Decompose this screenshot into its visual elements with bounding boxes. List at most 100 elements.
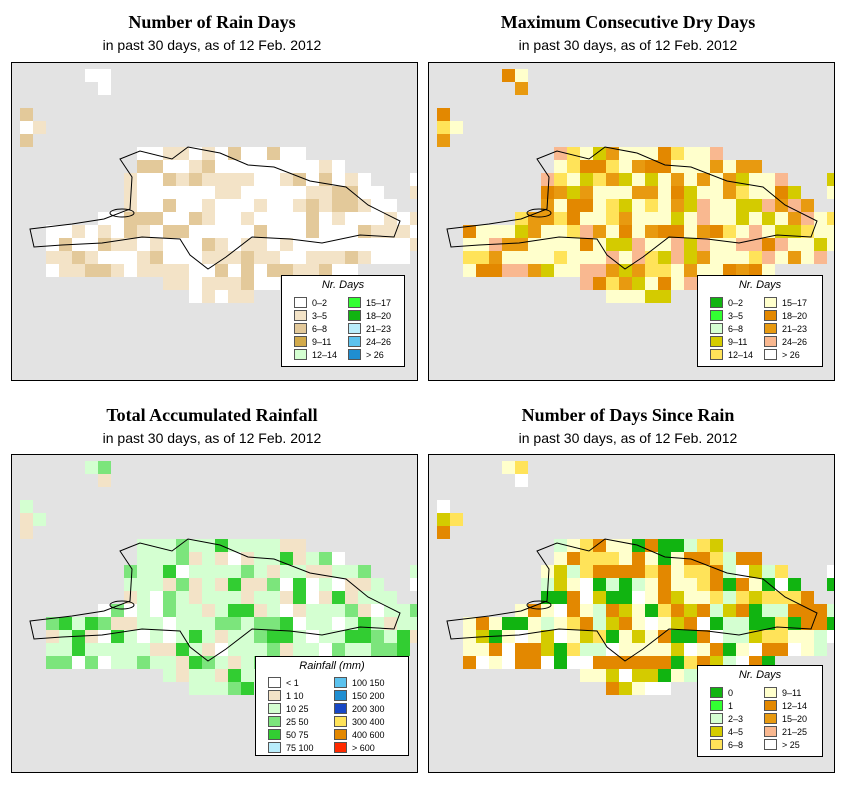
grid-cell (515, 474, 528, 487)
grid-cell (189, 604, 202, 617)
grid-cell (254, 173, 267, 186)
grid-cell (111, 643, 124, 656)
legend-swatch (348, 336, 361, 347)
grid-cell (632, 643, 645, 656)
grid-cell (215, 264, 228, 277)
grid-cell (254, 604, 267, 617)
grid-cell (606, 552, 619, 565)
grid-cell (384, 251, 397, 264)
grid-cell (658, 617, 671, 630)
grid-cell (215, 225, 228, 238)
legend-swatch (294, 310, 307, 321)
grid-cell (593, 591, 606, 604)
grid-cell (606, 539, 619, 552)
grid-cell (358, 591, 371, 604)
grid-cell (215, 160, 228, 173)
grid-cell (645, 552, 658, 565)
grid-cell (567, 617, 580, 630)
panel1-title: Number of Rain Days (128, 12, 296, 32)
grid-cell (332, 251, 345, 264)
grid-cell (658, 160, 671, 173)
grid-cell (814, 617, 827, 630)
legend-label: > 600 (352, 743, 375, 753)
grid-cell (697, 225, 710, 238)
grid-cell (762, 643, 775, 656)
grid-cell (280, 225, 293, 238)
grid-cell (293, 552, 306, 565)
legend-swatch (348, 323, 361, 334)
grid-cell (215, 212, 228, 225)
grid-cell (189, 251, 202, 264)
grid-cell (124, 565, 137, 578)
grid-cell (606, 186, 619, 199)
grid-cell (541, 630, 554, 643)
grid-cell (358, 212, 371, 225)
grid-cell (163, 173, 176, 186)
grid-cell (150, 643, 163, 656)
legend-swatch (710, 310, 723, 321)
grid-cell (241, 212, 254, 225)
grid-cell (749, 238, 762, 251)
grid-cell (515, 617, 528, 630)
grid-cell (345, 604, 358, 617)
grid-cell (20, 108, 33, 121)
grid-cell (137, 199, 150, 212)
grid-cell (306, 552, 319, 565)
grid-cell (632, 186, 645, 199)
grid-cell (606, 199, 619, 212)
grid-cell (280, 565, 293, 578)
grid-cell (98, 474, 111, 487)
grid-cell (671, 251, 684, 264)
legend-label: 100 150 (352, 678, 385, 688)
grid-cell (345, 264, 358, 277)
grid-cell (254, 186, 267, 199)
grid-cell (228, 212, 241, 225)
grid-cell (697, 604, 710, 617)
legend-label: > 25 (782, 740, 800, 750)
legend-label: 1 (728, 701, 734, 711)
grid-cell (189, 277, 202, 290)
grid-cell (827, 617, 834, 630)
grid-cell (267, 617, 280, 630)
grid-cell (72, 264, 85, 277)
grid-cell (541, 238, 554, 251)
panel3-legend: Rainfall (mm) < 1 1 10 10 25 25 50 50 75… (255, 656, 409, 756)
grid-cell (150, 617, 163, 630)
grid-cell (606, 630, 619, 643)
grid-cell (137, 539, 150, 552)
grid-cell (176, 173, 189, 186)
grid-cell (254, 147, 267, 160)
grid-cell (72, 656, 85, 669)
grid-cell (463, 264, 476, 277)
grid-cell (345, 199, 358, 212)
grid-cell (775, 251, 788, 264)
grid-cell (632, 251, 645, 264)
grid-cell (541, 617, 554, 630)
legend-swatch (710, 336, 723, 347)
grid-cell (645, 539, 658, 552)
grid-cell (463, 238, 476, 251)
grid-cell (332, 212, 345, 225)
grid-cell (515, 656, 528, 669)
legend-swatch (268, 677, 281, 688)
grid-cell (619, 565, 632, 578)
grid-cell (280, 160, 293, 173)
grid-cell (319, 238, 332, 251)
grid-cell (228, 238, 241, 251)
grid-cell (567, 147, 580, 160)
grid-cell (332, 617, 345, 630)
grid-cell (98, 82, 111, 95)
grid-cell (189, 199, 202, 212)
grid-cell (632, 565, 645, 578)
grid-cell (554, 643, 567, 656)
grid-cell (150, 539, 163, 552)
grid-cell (632, 225, 645, 238)
grid-cell (202, 173, 215, 186)
grid-cell (827, 604, 834, 617)
grid-cell (515, 630, 528, 643)
grid-cell (267, 173, 280, 186)
grid-cell (554, 160, 567, 173)
grid-cell (606, 669, 619, 682)
grid-cell (345, 212, 358, 225)
grid-cell (736, 643, 749, 656)
